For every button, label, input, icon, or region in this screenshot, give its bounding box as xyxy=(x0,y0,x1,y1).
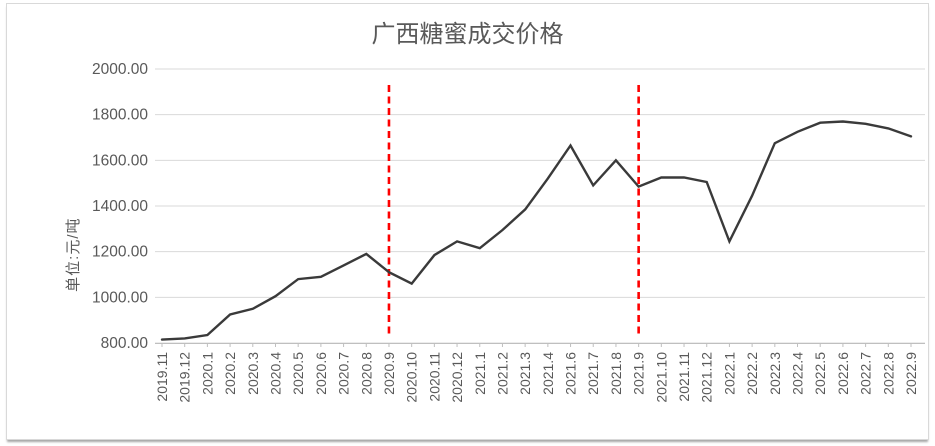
x-tick-label: 2021.11 xyxy=(676,352,692,402)
chart-title: 广西糖蜜成交价格 xyxy=(371,21,564,48)
x-tick-label: 2020.2 xyxy=(222,352,238,395)
x-tick-label: 2020.4 xyxy=(267,352,283,395)
x-tick-label: 2021.9 xyxy=(631,352,647,395)
x-tick-label: 2020.3 xyxy=(245,352,261,395)
y-tick-label: 1000.00 xyxy=(92,289,148,306)
x-tick-label: 2020.12 xyxy=(449,352,465,403)
x-tick-label: 2022.5 xyxy=(812,352,828,395)
y-tick-label: 800.00 xyxy=(101,335,149,352)
x-tick-label: 2020.1 xyxy=(199,352,215,395)
x-tick-label: 2022.3 xyxy=(767,352,783,395)
x-tick-label: 2020.11 xyxy=(426,352,442,402)
y-tick-label: 2000.00 xyxy=(92,61,148,78)
x-tick-label: 2019.12 xyxy=(177,352,193,403)
x-tick-label: 2021.1 xyxy=(472,352,488,395)
x-tick-label: 2021.12 xyxy=(699,352,715,403)
x-tick-label: 2022.4 xyxy=(790,352,806,395)
y-tick-label: 1600.00 xyxy=(92,152,148,169)
x-tick-label: 2020.8 xyxy=(358,352,374,395)
x-tick-label: 2021.2 xyxy=(494,352,510,395)
x-tick-label: 2022.9 xyxy=(903,352,919,395)
x-tick-label: 2021.7 xyxy=(585,352,601,395)
x-tick-label: 2022.8 xyxy=(880,352,896,395)
x-tick-label: 2019.11 xyxy=(154,352,170,402)
x-tick-label: 2020.10 xyxy=(404,352,420,403)
x-tick-label: 2020.5 xyxy=(290,352,306,395)
y-tick-label: 1400.00 xyxy=(92,198,148,215)
x-tick-label: 2022.2 xyxy=(744,352,760,395)
x-tick-label: 2020.9 xyxy=(381,352,397,395)
x-tick-label: 2021.4 xyxy=(540,352,556,395)
x-tick-label: 2021.6 xyxy=(563,352,579,395)
x-tick-label: 2022.7 xyxy=(858,352,874,395)
x-tick-label: 2021.10 xyxy=(653,352,669,403)
y-tick-label: 1200.00 xyxy=(92,244,148,261)
x-tick-label: 2021.3 xyxy=(517,352,533,395)
x-tick-label: 2020.6 xyxy=(313,352,329,395)
chart-frame xyxy=(6,3,929,440)
x-tick-label: 2022.6 xyxy=(835,352,851,395)
data-line xyxy=(160,120,913,341)
x-tick-label: 2020.7 xyxy=(336,352,352,395)
x-tick-label: 2021.8 xyxy=(608,352,624,395)
y-tick-label: 1800.00 xyxy=(92,107,148,124)
x-tick-label: 2022.1 xyxy=(721,352,737,395)
